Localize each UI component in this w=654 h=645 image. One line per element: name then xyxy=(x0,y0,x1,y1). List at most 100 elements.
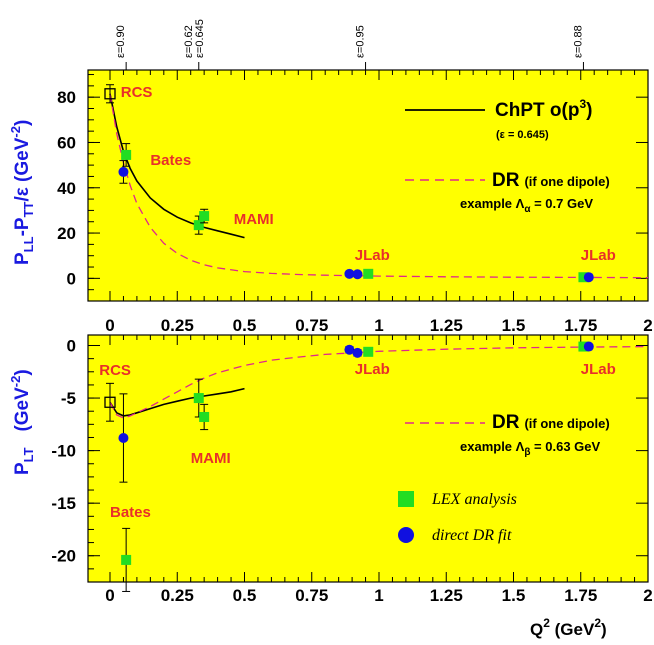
rcs-point xyxy=(104,88,116,100)
y-tick-label: 40 xyxy=(57,179,76,198)
ylabel-bot-sup: -2 xyxy=(8,376,23,388)
x-tick-label: 1.75 xyxy=(564,586,597,605)
epsilon-label: ε=0.95 xyxy=(355,25,367,58)
legend-lex-marker xyxy=(398,491,414,507)
dr-fit-point xyxy=(583,272,594,283)
bottom-panel-background xyxy=(87,334,649,583)
lex-point xyxy=(578,341,589,352)
x-tick-label: 0.5 xyxy=(233,586,257,605)
legend-dr-example-bottom-val: = 0.63 GeV xyxy=(530,439,600,454)
x-tick-label: 0.25 xyxy=(161,586,194,605)
legend-chpt-close: ) xyxy=(586,100,592,121)
dr-curve xyxy=(109,345,649,419)
xlabel-sup2: 2 xyxy=(594,616,601,630)
experiment-label: RCS xyxy=(99,362,131,379)
x-tick-label: 0.25 xyxy=(161,316,194,335)
legend-dr-example-top: example Λα = 0.7 GeV xyxy=(460,196,593,215)
lex-point xyxy=(121,554,132,565)
lex-point xyxy=(363,346,374,357)
y-tick-label: -10 xyxy=(51,442,76,461)
ylabel-top-sup: -2 xyxy=(8,126,23,138)
x-tick-label: 1.25 xyxy=(430,586,463,605)
x-tick-label: 1.5 xyxy=(502,316,526,335)
experiment-label: MAMI xyxy=(191,450,231,467)
x-tick-label: 1 xyxy=(374,316,383,335)
bottom-chart: 0 0.25 0.5 0.75 1 1.25 1.5 1.75 2 0 -5 -10 -15 -20 RCS… xyxy=(51,335,653,605)
epsilon-label: ε=0.62 xyxy=(183,25,195,58)
x-tick-label: 1.75 xyxy=(564,316,597,335)
rcs-point xyxy=(104,396,116,408)
experiment-label: Bates xyxy=(110,504,151,521)
y-tick-label: 80 xyxy=(57,88,76,107)
lex-point xyxy=(193,220,204,231)
ylabel-bot-a-sub: LT xyxy=(21,447,36,462)
x-tick-label: 1.25 xyxy=(430,316,463,335)
legend-dr-example-bottom-sub: β xyxy=(524,447,530,458)
epsilon-label: ε=0.88 xyxy=(572,25,584,58)
ylabel-bot-a: P xyxy=(12,462,33,475)
y-tick-label: 60 xyxy=(57,133,76,152)
xlabel-sup: 2 xyxy=(543,616,550,630)
legend-dr-example-top-val: = 0.7 GeV xyxy=(530,196,593,211)
epsilon-label: ε=0.645 xyxy=(194,19,206,58)
experiment-label: MAMI xyxy=(234,211,274,228)
legend-dr-note-bottom: (if one dipole) xyxy=(524,416,609,431)
x-tick-label: 0 xyxy=(105,316,114,335)
y-tick-label: 0 xyxy=(67,269,76,288)
ylabel-bot-gap xyxy=(12,432,33,448)
top-y-axis-label: PLL-PTT/ε (GeV-2) xyxy=(8,120,36,265)
experiment-label: JLab xyxy=(355,247,390,264)
x-tick-label: 2 xyxy=(643,316,652,335)
legend-dr-example-top-text: example Λ xyxy=(460,196,525,211)
x-tick-label: 0.5 xyxy=(233,316,257,335)
legend-chpt-note: (ε = 0.645) xyxy=(496,129,549,141)
ylabel-top-d: ) xyxy=(12,120,33,126)
legend-fit-label: direct DR fit xyxy=(432,527,512,544)
y-tick-label: -5 xyxy=(61,389,76,408)
x-tick-label: 1.5 xyxy=(502,586,526,605)
legend-dr-example-bottom-text: example Λ xyxy=(460,439,525,454)
dr-curve xyxy=(109,93,649,279)
xlabel-b: (GeV xyxy=(550,620,595,639)
legend-chpt-label: ChPT o(p3) xyxy=(495,97,592,121)
ylabel-top-c: /ε (GeV xyxy=(12,137,33,201)
legend-dr-example-top-sub: α xyxy=(524,204,531,215)
ylabel-top-a: P xyxy=(12,252,33,265)
lex-point xyxy=(578,272,589,283)
lex-point xyxy=(199,411,210,422)
x-tick-label: 0 xyxy=(105,586,114,605)
experiment-label: RCS xyxy=(121,84,153,101)
legend-fit-marker xyxy=(398,527,414,543)
legend-dr-text-bottom: DR xyxy=(492,412,520,433)
dr-fit-point xyxy=(118,166,129,177)
experiment-label: JLab xyxy=(581,361,616,378)
x-tick-label: 0.75 xyxy=(295,586,328,605)
legend-dr-text-top: DR xyxy=(492,170,520,191)
ylabel-bot-d: ) xyxy=(12,369,33,375)
lex-point xyxy=(199,211,210,222)
x-axis-label: Q2 (GeV2) xyxy=(530,616,607,639)
y-tick-label: -15 xyxy=(51,494,76,513)
experiment-label: JLab xyxy=(355,361,390,378)
legend-chpt-text: ChPT o(p xyxy=(495,100,579,121)
top-panel-background xyxy=(87,69,649,302)
dr-fit-point xyxy=(352,269,363,280)
xlabel-c: ) xyxy=(601,620,607,639)
ylabel-top-b: -P xyxy=(12,217,33,236)
legend-dr-label-top: DR (if one dipole) xyxy=(492,170,610,191)
xlabel-a: Q xyxy=(530,620,543,639)
legend-lex-label: LEX analysis xyxy=(431,491,517,508)
dr-fit-point xyxy=(344,344,355,355)
epsilon-markers: ε=0.90 ε=0.62 ε=0.645 ε=0.95 ε=0.88 xyxy=(115,19,584,70)
lex-point xyxy=(193,393,204,404)
y-tick-label: 20 xyxy=(57,224,76,243)
bottom-y-axis-label: PLT (GeV-2) xyxy=(8,369,36,475)
legend-dr-label-bottom: DR (if one dipole) xyxy=(492,412,610,433)
x-tick-label: 1 xyxy=(374,586,383,605)
lex-point xyxy=(121,149,132,160)
y-tick-label: 0 xyxy=(67,337,76,356)
dr-fit-point xyxy=(344,268,355,279)
lex-point xyxy=(363,268,374,279)
